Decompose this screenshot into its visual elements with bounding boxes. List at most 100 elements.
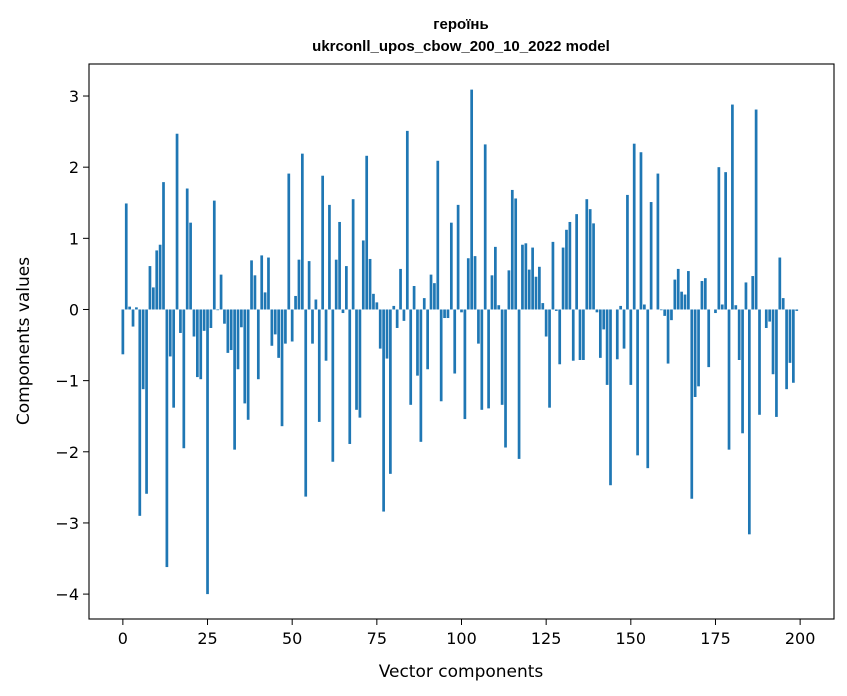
bar-component-75 bbox=[375, 302, 379, 310]
bar-component-66 bbox=[345, 266, 348, 310]
bar-component-54 bbox=[304, 309, 308, 497]
bar-component-21 bbox=[192, 309, 196, 337]
bar-component-123 bbox=[538, 266, 541, 310]
bar-component-26 bbox=[209, 309, 213, 328]
bar-component-102 bbox=[466, 258, 470, 310]
bar-component-92 bbox=[433, 283, 436, 310]
bar-component-23 bbox=[199, 309, 203, 380]
bar-component-39 bbox=[253, 275, 257, 310]
bar-component-170 bbox=[697, 309, 700, 387]
bar-component-111 bbox=[497, 305, 501, 310]
bar-component-120 bbox=[527, 269, 531, 310]
bar-component-183 bbox=[741, 309, 744, 434]
bar-component-10 bbox=[155, 250, 159, 310]
bar-component-3 bbox=[131, 309, 135, 327]
bar-component-195 bbox=[781, 298, 785, 310]
bar-component-43 bbox=[267, 257, 270, 310]
bar-component-84 bbox=[405, 130, 409, 310]
bar-component-57 bbox=[314, 299, 318, 310]
bar-component-53 bbox=[300, 153, 304, 310]
bar-component-117 bbox=[517, 309, 521, 459]
y-tick-label: −4 bbox=[55, 585, 79, 604]
bar-component-14 bbox=[168, 309, 172, 357]
bar-component-96 bbox=[446, 309, 450, 319]
y-tick-label: 2 bbox=[69, 158, 79, 177]
bar-component-197 bbox=[788, 309, 792, 363]
bar-component-159 bbox=[659, 309, 663, 311]
bar-component-4 bbox=[135, 307, 138, 310]
bar-component-118 bbox=[521, 244, 524, 310]
bar-component-61 bbox=[328, 204, 331, 310]
bar-component-151 bbox=[632, 143, 636, 310]
bar-component-124 bbox=[541, 303, 545, 310]
bar-component-181 bbox=[734, 305, 738, 310]
x-axis-label: Vector components bbox=[379, 662, 544, 682]
bar-component-130 bbox=[561, 247, 565, 310]
bar-component-155 bbox=[646, 309, 650, 469]
bar-component-45 bbox=[273, 309, 277, 335]
bar-component-106 bbox=[480, 309, 484, 410]
bar-component-153 bbox=[639, 152, 643, 310]
bar-component-150 bbox=[629, 309, 633, 385]
bar-component-180 bbox=[731, 104, 734, 310]
bar-component-143 bbox=[605, 309, 609, 385]
bar-component-198 bbox=[792, 309, 795, 383]
bar-component-164 bbox=[676, 268, 680, 310]
bar-component-25 bbox=[206, 309, 209, 595]
bar-component-42 bbox=[263, 292, 267, 310]
bar-component-115 bbox=[510, 189, 514, 310]
bar-component-71 bbox=[361, 240, 365, 310]
bar-component-77 bbox=[382, 309, 385, 512]
bar-component-38 bbox=[250, 260, 253, 310]
bar-component-114 bbox=[507, 270, 511, 310]
bar-component-165 bbox=[680, 291, 683, 310]
bar-component-2 bbox=[128, 306, 131, 310]
bar-component-160 bbox=[663, 309, 667, 316]
bar-component-175 bbox=[714, 309, 717, 314]
bar-component-20 bbox=[189, 222, 192, 310]
bar-component-64 bbox=[338, 221, 341, 310]
bar-component-79 bbox=[389, 309, 392, 474]
bar-component-59 bbox=[321, 175, 325, 310]
bar-component-1 bbox=[124, 203, 128, 310]
bar-component-188 bbox=[758, 309, 761, 415]
bar-component-37 bbox=[246, 309, 250, 420]
bar-component-178 bbox=[724, 172, 727, 310]
bar-component-76 bbox=[378, 309, 382, 349]
bar-component-154 bbox=[643, 304, 646, 310]
bar-component-18 bbox=[182, 309, 186, 449]
bar-component-81 bbox=[395, 309, 399, 328]
bar-component-34 bbox=[236, 309, 240, 370]
bar-component-112 bbox=[500, 309, 504, 405]
bar-component-116 bbox=[514, 198, 518, 310]
y-axis-label: Components values bbox=[14, 257, 34, 425]
bar-component-137 bbox=[585, 199, 589, 310]
bar-component-162 bbox=[670, 309, 673, 321]
bar-component-55 bbox=[307, 261, 311, 310]
bar-component-78 bbox=[385, 309, 389, 359]
bar-component-82 bbox=[399, 268, 402, 310]
y-axis-ticks: −4 −3 −2 −1 0 1 2 3 bbox=[55, 87, 89, 604]
bar-component-187 bbox=[754, 109, 758, 310]
bar-component-158 bbox=[656, 173, 660, 310]
bar-component-32 bbox=[229, 309, 233, 351]
bar-component-100 bbox=[460, 309, 463, 313]
bar-component-190 bbox=[764, 309, 768, 328]
bar-component-5 bbox=[138, 309, 142, 516]
bar-component-144 bbox=[609, 309, 612, 486]
bar-component-186 bbox=[751, 276, 755, 310]
bar-component-128 bbox=[554, 309, 558, 311]
bar-component-51 bbox=[294, 295, 297, 310]
bar-component-49 bbox=[287, 173, 291, 310]
bar-component-89 bbox=[422, 298, 426, 310]
bar-component-146 bbox=[615, 309, 619, 360]
bar-component-191 bbox=[768, 309, 772, 322]
bar-component-70 bbox=[358, 309, 362, 418]
bar-component-185 bbox=[747, 309, 751, 535]
bar-component-156 bbox=[649, 202, 653, 310]
bar-component-27 bbox=[212, 200, 216, 310]
bar-component-161 bbox=[666, 309, 670, 364]
x-tick-label: 50 bbox=[282, 629, 302, 648]
